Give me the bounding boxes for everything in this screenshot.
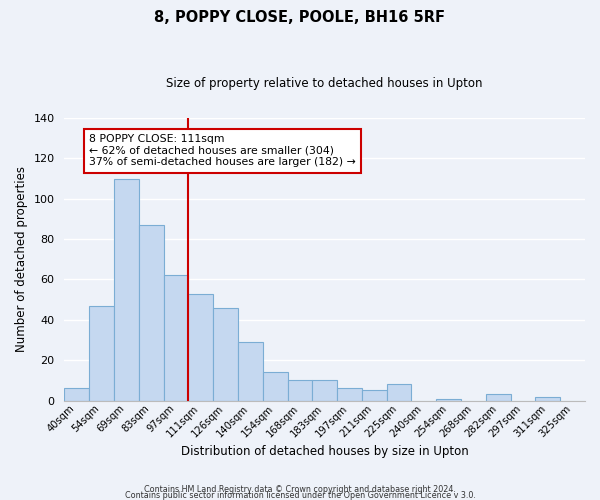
- Bar: [386, 384, 412, 400]
- Bar: [436, 398, 461, 400]
- Bar: [313, 380, 337, 400]
- Bar: [535, 396, 560, 400]
- Text: 8, POPPY CLOSE, POOLE, BH16 5RF: 8, POPPY CLOSE, POOLE, BH16 5RF: [155, 10, 445, 25]
- Bar: [238, 342, 263, 400]
- Y-axis label: Number of detached properties: Number of detached properties: [15, 166, 28, 352]
- Bar: [114, 178, 139, 400]
- Text: 8 POPPY CLOSE: 111sqm
← 62% of detached houses are smaller (304)
37% of semi-det: 8 POPPY CLOSE: 111sqm ← 62% of detached …: [89, 134, 356, 168]
- Bar: [89, 306, 114, 400]
- Bar: [486, 394, 511, 400]
- Bar: [287, 380, 313, 400]
- Bar: [337, 388, 362, 400]
- Bar: [213, 308, 238, 400]
- Text: Contains HM Land Registry data © Crown copyright and database right 2024.: Contains HM Land Registry data © Crown c…: [144, 484, 456, 494]
- Text: Contains public sector information licensed under the Open Government Licence v : Contains public sector information licen…: [125, 490, 475, 500]
- Bar: [64, 388, 89, 400]
- Bar: [362, 390, 386, 400]
- Bar: [164, 276, 188, 400]
- Title: Size of property relative to detached houses in Upton: Size of property relative to detached ho…: [166, 78, 483, 90]
- Bar: [139, 225, 164, 400]
- Bar: [263, 372, 287, 400]
- Bar: [188, 294, 213, 401]
- X-axis label: Distribution of detached houses by size in Upton: Distribution of detached houses by size …: [181, 444, 469, 458]
